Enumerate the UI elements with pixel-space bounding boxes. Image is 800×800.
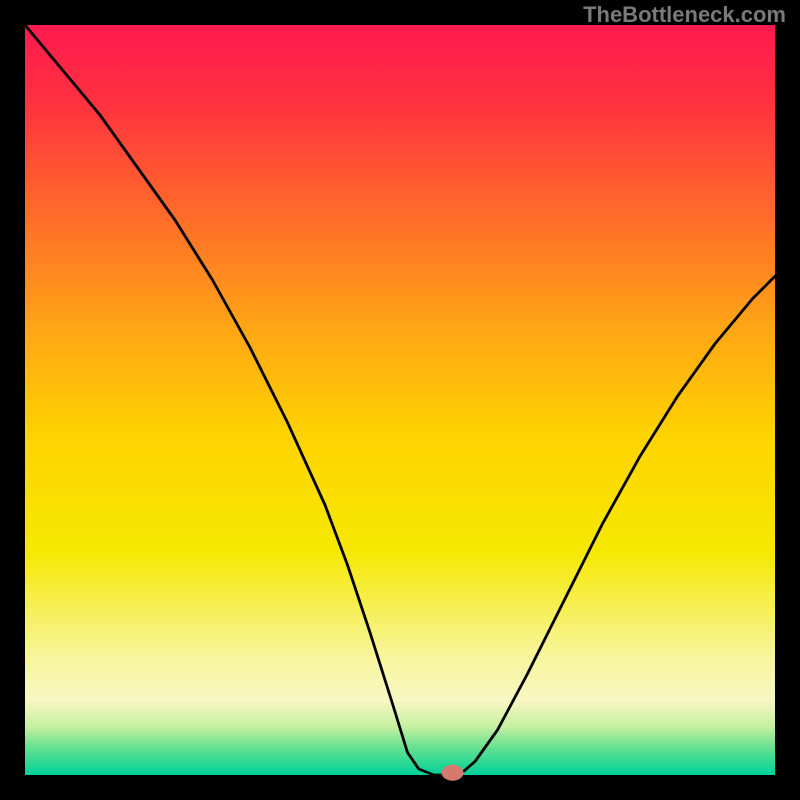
- optimal-point-marker: [442, 765, 464, 781]
- plot-background: [25, 25, 775, 775]
- watermark-text: TheBottleneck.com: [583, 2, 786, 28]
- bottleneck-chart: [0, 0, 800, 800]
